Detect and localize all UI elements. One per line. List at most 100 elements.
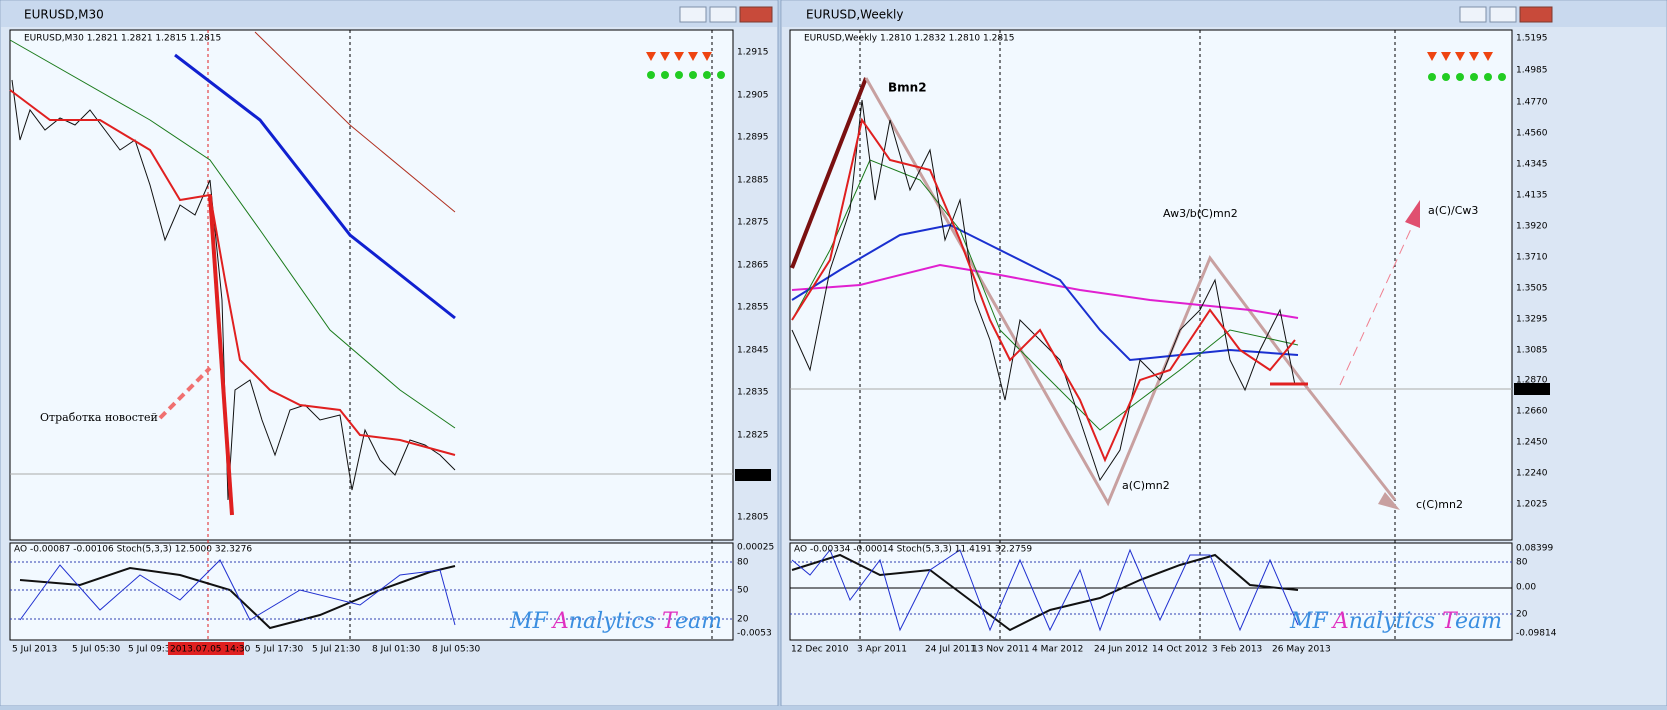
minimize-button[interactable] <box>679 6 707 23</box>
stoch-line <box>791 548 1299 632</box>
price-path <box>791 99 1296 482</box>
ao-line <box>791 553 1299 632</box>
note-arrow <box>158 366 212 420</box>
ma-blue <box>791 223 1299 362</box>
time-label: 2013.07.05 14:30 <box>170 645 251 655</box>
watermark-part: A <box>551 609 569 634</box>
price-label: 1.4345 <box>1516 160 1548 170</box>
time-label: 14 Oct 2012 <box>1152 645 1208 655</box>
minimize-button[interactable] <box>1459 6 1487 23</box>
time-label: 8 Jul 01:30 <box>372 645 421 655</box>
price-label: 1.2855 <box>737 303 769 313</box>
indicator-label: -0.0053 <box>737 629 772 639</box>
news-spike <box>208 194 234 516</box>
price-label: 1.3085 <box>1516 346 1548 356</box>
time-label: 5 Jul 21:30 <box>312 645 361 655</box>
symbol-info: EURUSD,Weekly 1.2810 1.2832 1.2810 1.281… <box>804 34 1015 44</box>
ma-red <box>791 117 1296 463</box>
time-label: 8 Jul 05:30 <box>432 645 481 655</box>
ma-green <box>9 39 456 429</box>
price-chart <box>789 29 1513 541</box>
current-price-box <box>735 469 771 481</box>
watermark-part: T <box>662 609 679 634</box>
price-label: 1.2885 <box>737 176 769 186</box>
ma-red <box>9 89 456 456</box>
indicator-label: 50 <box>737 586 749 596</box>
price-label: 1.2905 <box>737 91 769 101</box>
price-label: 1.5195 <box>1516 34 1548 44</box>
signal-arrows <box>646 52 712 61</box>
price-label: 1.2845 <box>737 346 769 356</box>
maximize-button[interactable] <box>709 6 737 23</box>
annotation: a(C)/Cw3 <box>1428 204 1478 217</box>
current-price: 1.2815 <box>737 471 769 481</box>
ma-green <box>791 159 1299 431</box>
close-button[interactable] <box>739 6 773 23</box>
price-label: 1.2835 <box>737 388 769 398</box>
projection <box>1339 219 1416 386</box>
signal-dots <box>1428 73 1506 81</box>
watermark-part: eam <box>675 609 722 634</box>
annotation: Bmn2 <box>888 81 927 95</box>
price-label: 1.3920 <box>1516 222 1548 232</box>
price-label: 1.2805 <box>737 513 769 523</box>
indicator-label: 80 <box>1516 558 1528 568</box>
price-label: 1.2875 <box>737 218 769 228</box>
arrow-head <box>1378 492 1400 510</box>
indicator-info: AO -0.00087 -0.00106 Stoch(5,3,3) 12.500… <box>14 545 252 555</box>
ma-blue <box>174 53 456 320</box>
time-label: 5 Jul 09:3 <box>128 645 171 655</box>
time-label: 5 Jul 05:30 <box>72 645 121 655</box>
time-highlight <box>168 642 244 655</box>
price-label: 1.2450 <box>1516 438 1548 448</box>
ao-line <box>19 565 456 630</box>
watermark-part: A <box>1331 609 1349 634</box>
current-price: 1.2815 <box>1516 385 1548 395</box>
window-title: EURUSD,M30 <box>24 8 104 22</box>
annotation: a(C)mn2 <box>1122 479 1170 492</box>
indicator-chart <box>789 542 1513 641</box>
wave-line <box>864 77 1397 507</box>
watermark: MF Analytics Team <box>509 609 722 634</box>
time-label: 24 Jun 2012 <box>1094 645 1148 655</box>
time-label: 24 Jul 2011 <box>925 645 976 655</box>
close-button[interactable] <box>1519 6 1553 23</box>
watermark-part: T <box>1442 609 1459 634</box>
title-bar <box>782 1 1666 27</box>
price-label: 1.3505 <box>1516 284 1548 294</box>
indicator-label: 0.08399 <box>1516 544 1553 554</box>
watermark-part: nalytics <box>1349 609 1435 634</box>
indicator-label: 0.00025 <box>737 543 774 553</box>
annotation: Aw3/b(C)mn2 <box>1163 207 1238 220</box>
time-label: 3 Apr 2011 <box>857 645 907 655</box>
indicator-label: 80 <box>737 558 749 568</box>
arrow-head <box>1405 200 1420 228</box>
time-label: 5 Jul 17:30 <box>255 645 304 655</box>
time-label: 3 Feb 2013 <box>1212 645 1262 655</box>
indicator-label: -0.09814 <box>1516 629 1557 639</box>
time-label: 5 Jul 2013 <box>12 645 57 655</box>
signal-dots <box>647 71 725 79</box>
watermark-part: MF <box>509 609 549 634</box>
indicator-label: 20 <box>1516 610 1528 620</box>
price-label: 1.2865 <box>737 261 769 271</box>
watermark-part: eam <box>1455 609 1502 634</box>
time-label: 12 Dec 2010 <box>791 645 849 655</box>
price-label: 1.2660 <box>1516 407 1548 417</box>
price-label: 1.4560 <box>1516 129 1548 139</box>
maximize-button[interactable] <box>1489 6 1517 23</box>
price-label: 1.2825 <box>737 431 769 441</box>
price-label: 1.3295 <box>1516 315 1548 325</box>
price-label: 1.4770 <box>1516 98 1548 108</box>
indicator-chart <box>9 542 734 641</box>
watermark: MF Analytics Team <box>1289 609 1502 634</box>
indicator-label: 0.00 <box>1516 583 1536 593</box>
price-label: 1.2870 <box>1516 376 1548 386</box>
price-label: 1.4135 <box>1516 191 1548 201</box>
wave-line <box>790 77 868 269</box>
window-title: EURUSD,Weekly <box>806 8 903 22</box>
ma-magenta <box>791 263 1299 319</box>
signal-arrows <box>1427 52 1493 61</box>
